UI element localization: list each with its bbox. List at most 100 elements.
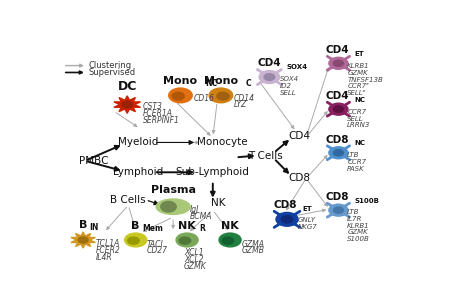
Text: FCER1A: FCER1A [143,109,173,118]
Circle shape [281,216,293,223]
Text: LTB: LTB [347,209,360,215]
Text: Mono: Mono [204,76,238,86]
Text: PMBC: PMBC [80,156,109,166]
Text: GZMK: GZMK [347,229,368,235]
Text: B Cells: B Cells [110,195,146,205]
Text: CD14: CD14 [234,94,255,103]
Text: IL4R: IL4R [96,253,113,262]
Circle shape [329,147,348,159]
Text: Mem: Mem [142,224,163,233]
Ellipse shape [156,199,190,215]
Text: SOX4: SOX4 [287,64,308,70]
Text: CD27: CD27 [146,246,168,255]
Text: SELL: SELL [280,90,296,96]
Circle shape [329,204,348,216]
Text: LYZ: LYZ [234,100,247,109]
Text: FCER2: FCER2 [96,246,121,255]
Circle shape [334,207,343,213]
Text: LTB: LTB [347,152,360,158]
Text: C: C [246,79,251,88]
Circle shape [329,103,348,115]
Circle shape [128,237,139,244]
Text: CD4: CD4 [325,45,349,55]
Ellipse shape [161,201,176,212]
Text: Plasma: Plasma [151,185,196,195]
Text: NKG7: NKG7 [298,224,318,230]
Circle shape [264,74,275,80]
Circle shape [122,101,133,108]
Text: CCR7: CCR7 [347,109,366,115]
Text: GZMA: GZMA [242,240,265,249]
Text: CCR7ᵉ: CCR7ᵉ [347,83,369,89]
Circle shape [179,237,191,244]
Text: KLRB1: KLRB1 [347,223,370,229]
Circle shape [209,88,233,103]
Text: NK: NK [221,221,239,231]
Text: S100B: S100B [354,198,379,204]
Text: DC: DC [118,80,137,93]
Text: TACI: TACI [146,240,164,249]
Text: NC: NC [354,140,365,146]
Text: CD4: CD4 [257,58,281,68]
Text: NC: NC [354,97,365,103]
Circle shape [219,233,241,247]
Text: GZMK: GZMK [184,262,207,271]
Text: IN: IN [89,223,99,232]
Circle shape [334,60,343,66]
Text: Sub-Lymphoid: Sub-Lymphoid [176,167,250,177]
Circle shape [222,237,234,244]
Text: R: R [200,224,205,233]
Text: KLRB1: KLRB1 [347,63,370,69]
Text: ET: ET [354,51,364,57]
Text: CD4: CD4 [325,91,349,101]
Circle shape [329,57,348,69]
Text: B: B [79,220,87,230]
Text: NK: NK [178,221,196,231]
Text: CCR7: CCR7 [347,159,366,165]
Text: CD4: CD4 [289,131,311,141]
Text: Clustering: Clustering [89,61,132,70]
Text: T Cells: T Cells [248,150,283,161]
Text: Monocyte: Monocyte [197,137,248,148]
Text: S100B: S100B [347,236,370,242]
Text: NK: NK [211,198,225,208]
Text: TNFSF13B: TNFSF13B [347,77,383,83]
Text: Myeloid: Myeloid [118,137,158,148]
Circle shape [172,92,184,100]
Text: XCL1: XCL1 [184,248,204,257]
Text: IgJ: IgJ [190,205,199,214]
Text: SOX4: SOX4 [280,76,299,82]
Text: CD8: CD8 [289,173,311,184]
Polygon shape [114,96,140,113]
Circle shape [217,92,229,100]
Text: GZMK: GZMK [347,70,368,76]
Circle shape [334,106,343,112]
Text: NC: NC [205,79,217,88]
Circle shape [169,88,192,103]
Text: XCL2: XCL2 [184,255,204,264]
Text: SERPINF1: SERPINF1 [143,116,180,125]
Text: GZMB: GZMB [242,246,265,255]
Text: CD8: CD8 [274,200,297,210]
Text: Mono: Mono [164,76,198,86]
Text: Lymphoid: Lymphoid [113,167,164,177]
Text: CD16: CD16 [193,94,214,103]
Text: B: B [131,221,140,231]
Circle shape [176,233,198,247]
Text: IL7R: IL7R [347,216,363,222]
Text: TCL1A: TCL1A [96,239,120,248]
Circle shape [334,150,343,156]
Circle shape [259,71,280,83]
Text: SELL: SELL [347,116,364,122]
Text: LRRN3: LRRN3 [347,122,371,128]
Circle shape [78,237,88,243]
Polygon shape [71,232,95,248]
Text: Supervised: Supervised [89,68,136,77]
Text: GNLY: GNLY [298,218,316,224]
Text: SELLᵉ: SELLᵉ [347,90,367,96]
Text: CD8: CD8 [325,192,349,202]
Text: ET: ET [303,206,312,212]
Text: PASK: PASK [347,166,365,172]
Text: ID2: ID2 [280,83,292,89]
Circle shape [276,212,298,226]
